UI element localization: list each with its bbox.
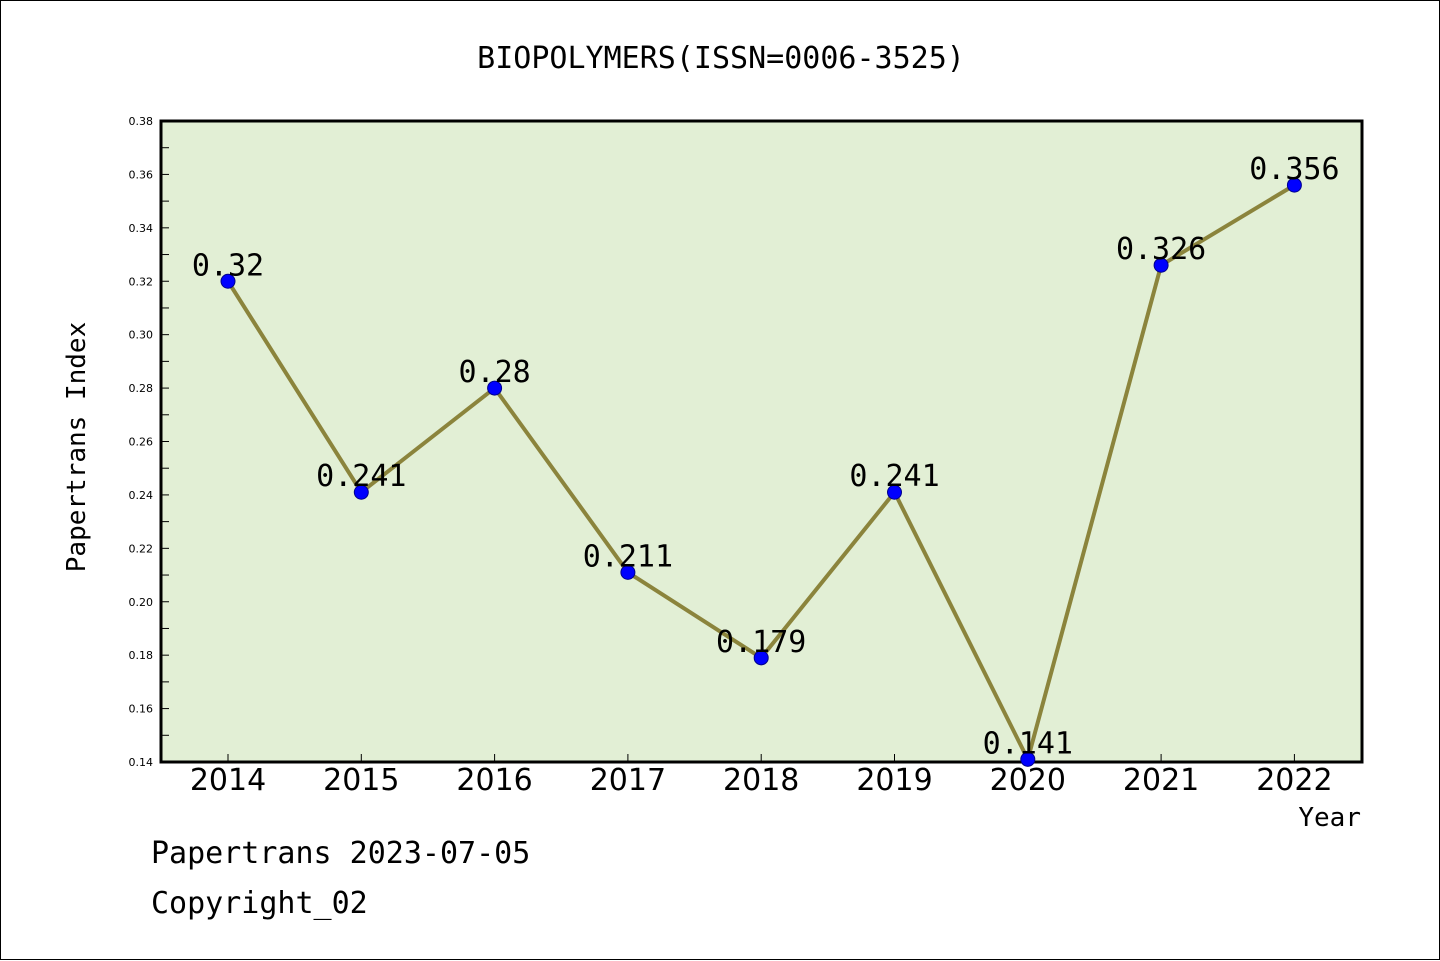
data-label: 0.241 (849, 459, 939, 494)
data-label: 0.326 (1116, 232, 1206, 267)
data-label: 0.141 (983, 726, 1073, 761)
data-label: 0.28 (458, 355, 530, 390)
x-tick-label: 2018 (723, 763, 799, 798)
x-tick-label: 2021 (1123, 763, 1199, 798)
footer-copyright: Copyright_02 (151, 886, 368, 921)
y-tick-label: 0.18 (129, 649, 154, 662)
y-tick-label: 0.30 (129, 329, 154, 342)
x-tick-label: 2015 (323, 763, 399, 798)
y-tick-label: 0.36 (129, 168, 154, 181)
y-tick-label: 0.28 (129, 382, 154, 395)
data-point (220, 273, 236, 289)
y-tick-label: 0.22 (129, 542, 154, 555)
data-labels: 0.32 0.241 0.28 0.211 0.179 0.241 0.141 0.326 0.… (192, 152, 1340, 761)
data-point (1286, 177, 1302, 193)
data-point (1153, 257, 1169, 273)
chart-title: BIOPOLYMERS(ISSN=0006-3525) (477, 41, 965, 76)
data-label: 0.356 (1249, 152, 1339, 187)
y-tick-label: 0.32 (129, 275, 154, 288)
x-tick-label: 2020 (990, 763, 1066, 798)
y-axis-label: Papertrans Index (62, 322, 92, 572)
data-point (887, 484, 902, 500)
y-tick-label: 0.20 (129, 596, 154, 609)
data-point (353, 484, 369, 500)
data-points (220, 177, 1302, 767)
footer-date: Papertrans 2023-07-05 (151, 836, 531, 871)
data-label: 0.179 (716, 625, 806, 660)
data-label: 0.32 (192, 248, 264, 283)
y-tick-label: 0.14 (129, 756, 154, 769)
data-point (620, 564, 636, 580)
data-label: 0.241 (316, 459, 406, 494)
x-axis-label: Year (1298, 803, 1361, 833)
x-tick-label: 2016 (456, 763, 532, 798)
x-axis: 2014 2015 2016 2017 2018 2019 2020 2021 2022 (190, 754, 1333, 798)
y-tick-label: 0.16 (129, 703, 154, 716)
data-point (1020, 751, 1036, 767)
data-point (753, 650, 769, 666)
y-tick-label: 0.26 (129, 436, 154, 449)
y-tick-label: 0.38 (129, 115, 154, 128)
x-tick-label: 2019 (856, 763, 932, 798)
plot-area (159, 119, 1364, 764)
data-label: 0.211 (583, 539, 673, 574)
y-tick-label: 0.34 (129, 222, 154, 235)
y-tick-label: 0.24 (129, 489, 154, 502)
data-point (487, 380, 503, 396)
x-tick-label: 2017 (590, 763, 666, 798)
x-tick-label: 2014 (190, 763, 266, 798)
y-axis: 0.14 0.16 0.18 0.20 0.22 0.24 0.26 0.28 0.30 0.32… (129, 115, 169, 769)
x-tick-label: 2022 (1256, 763, 1332, 798)
